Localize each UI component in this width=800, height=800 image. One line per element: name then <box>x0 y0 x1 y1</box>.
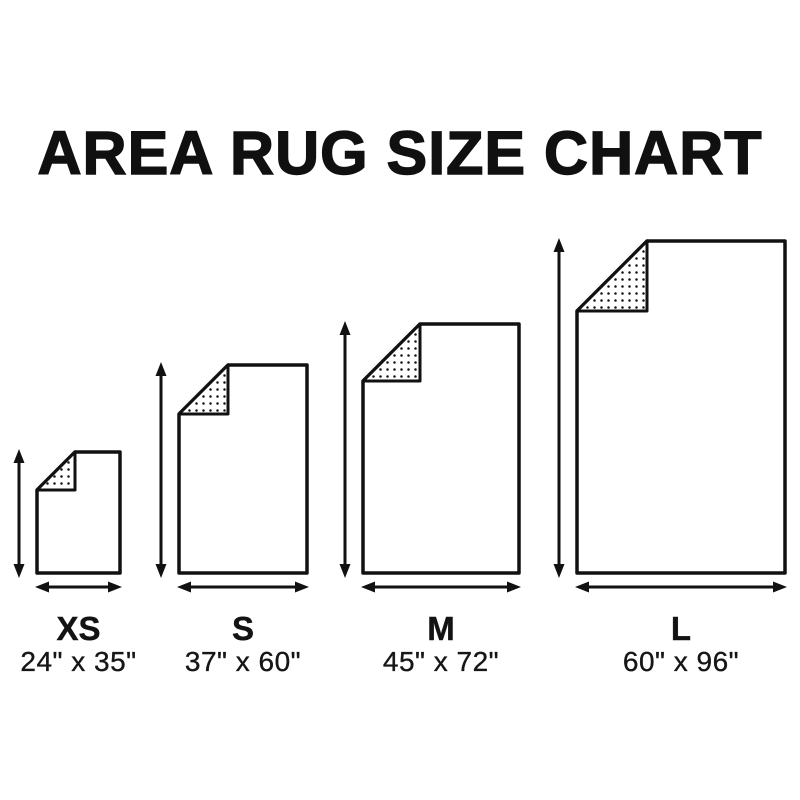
width-arrow-l <box>575 581 787 593</box>
width-arrow-s <box>177 581 309 593</box>
rug-graphic-s <box>177 363 309 575</box>
size-label-xs: XS <box>56 610 101 647</box>
height-arrow-s <box>155 362 167 578</box>
height-arrow-l <box>553 238 565 578</box>
rug-graphic-xs <box>35 450 122 575</box>
width-arrow-m <box>361 581 521 593</box>
width-arrow-xs <box>35 581 122 593</box>
dimensions-label-xs: 24" x 35" <box>20 646 137 677</box>
page-title: AREA RUG SIZE CHART <box>37 119 763 187</box>
dimensions-label-l: 60" x 96" <box>622 646 740 677</box>
size-label-s: S <box>231 610 255 647</box>
rug-graphic-l <box>575 239 787 575</box>
size-label-l: L <box>670 610 692 647</box>
rug-graphic-m <box>361 322 521 575</box>
size-label-m: M <box>427 610 455 647</box>
dimensions-label-s: 37" x 60" <box>184 646 302 677</box>
height-arrow-m <box>339 321 351 578</box>
dimensions-label-m: 45" x 72" <box>382 646 500 677</box>
height-arrow-xs <box>13 449 25 578</box>
